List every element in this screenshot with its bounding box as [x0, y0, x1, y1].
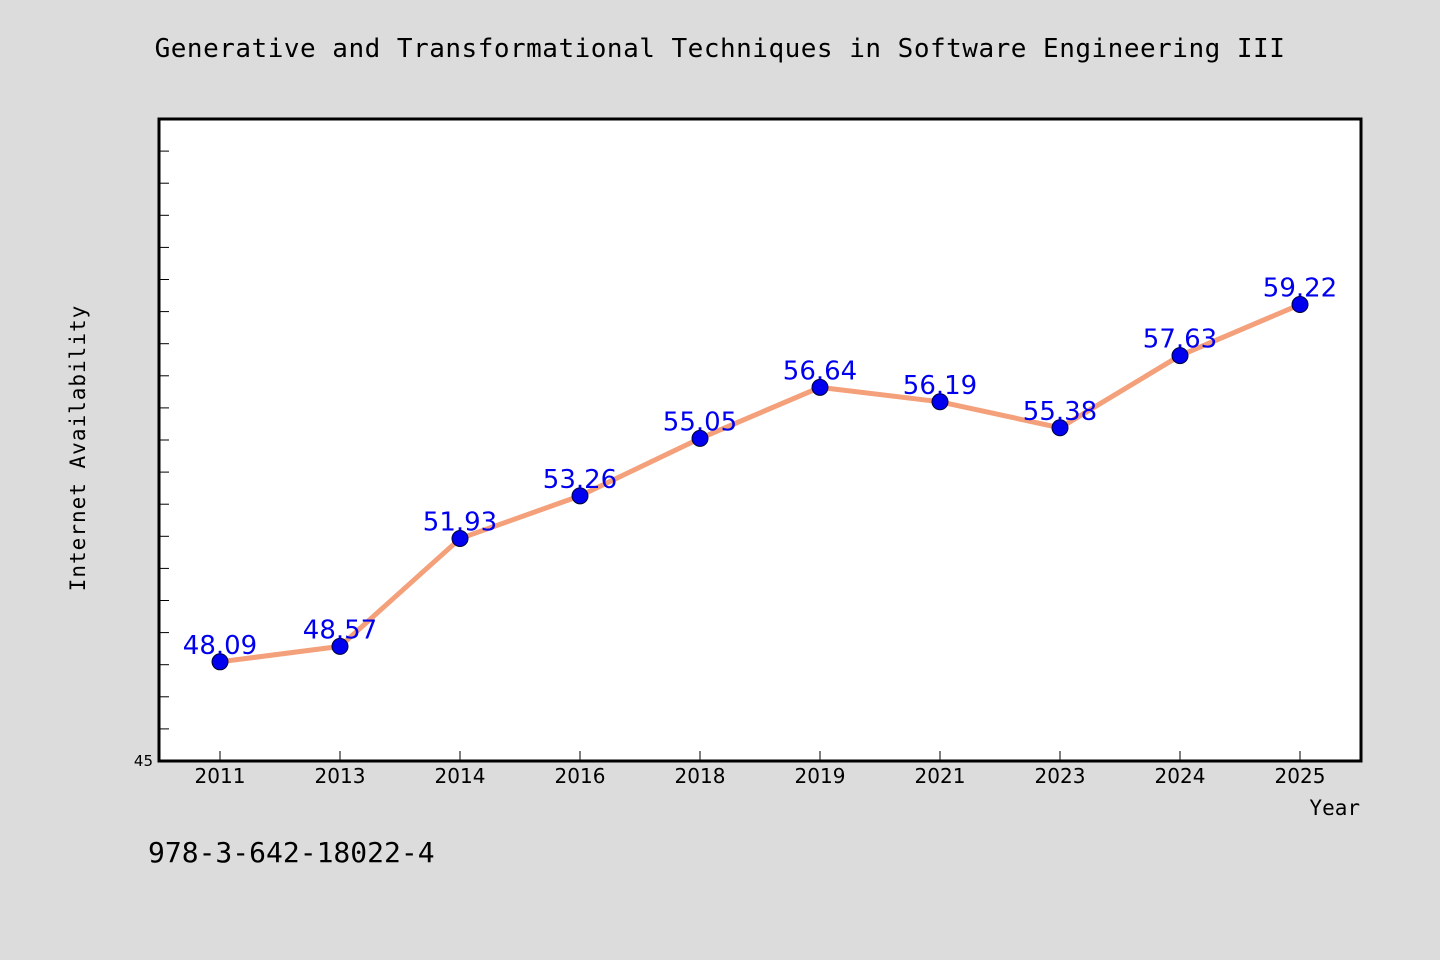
data-point [1171, 347, 1189, 365]
x-tick-label: 2023 [1035, 764, 1086, 788]
x-tick-label: 2019 [795, 764, 846, 788]
x-axis-ticks: 2011 2013 2014 2016 2018 2019 2021 2023 2024 2025 [195, 751, 1326, 788]
data-label: 56.64 [783, 356, 857, 386]
data-label: 56.19 [903, 371, 977, 401]
data-point [811, 378, 829, 396]
data-label: 48.57 [303, 615, 377, 645]
isbn-footnote: 978-3-642-18022-4 [148, 836, 435, 869]
data-label: 57.63 [1143, 325, 1217, 355]
data-point [211, 653, 229, 671]
data-label: 48.09 [183, 631, 257, 661]
x-tick-label: 2013 [315, 764, 366, 788]
x-tick-label: 2025 [1275, 764, 1326, 788]
data-point [331, 637, 349, 655]
x-tick-label: 2011 [195, 764, 246, 788]
data-label: 51.93 [423, 508, 497, 538]
x-axis-label: Year [1309, 796, 1360, 820]
x-tick-label: 2014 [435, 764, 486, 788]
data-label: 55.05 [663, 407, 737, 437]
chart-title: Generative and Transformational Techniqu… [154, 34, 1286, 64]
y-tick-label: 45 [134, 752, 153, 770]
data-point [571, 487, 589, 505]
data-label: 53.26 [543, 465, 617, 495]
data-label: 55.38 [1023, 397, 1097, 427]
x-tick-label: 2021 [915, 764, 966, 788]
data-point [691, 429, 709, 447]
x-tick-label: 2024 [1155, 764, 1206, 788]
data-point [451, 530, 469, 548]
x-tick-label: 2016 [555, 764, 606, 788]
series-line [219, 302, 1301, 665]
plot-frame [157, 117, 1363, 763]
x-tick-label: 2018 [675, 764, 726, 788]
data-point [931, 393, 949, 411]
data-point [1291, 296, 1309, 314]
series-layer: 48.09 48.57 51.93 53.26 55.05 56.64 56.19 55.38… [183, 274, 1337, 671]
data-point [1051, 419, 1069, 437]
y-axis-ticks: 45 [134, 118, 169, 770]
data-label: 59.22 [1263, 274, 1337, 304]
